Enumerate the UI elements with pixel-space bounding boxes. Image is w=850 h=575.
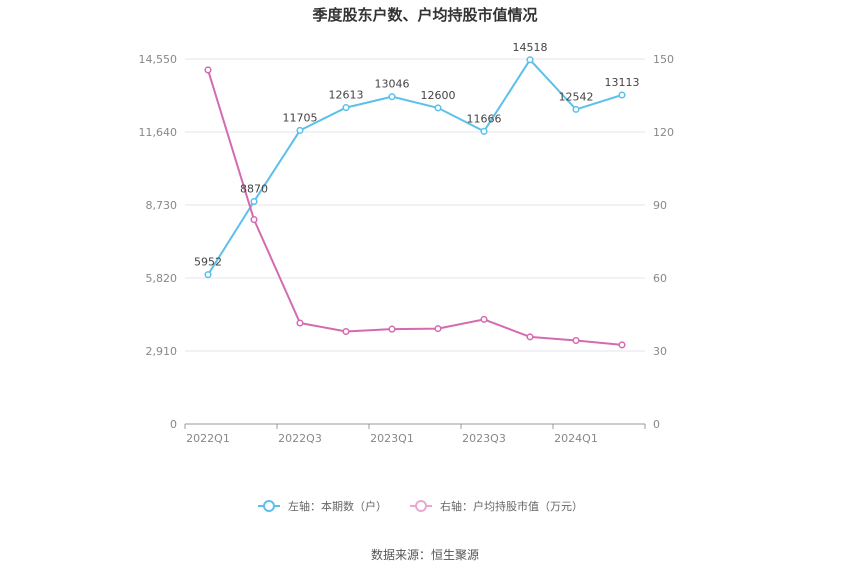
series-1-point [204, 271, 212, 279]
legend[interactable]: 左轴：本期数（户） 右轴：户均持股市值（万元） [258, 499, 583, 513]
series-2-point [342, 327, 350, 336]
series-1-point [572, 105, 580, 113]
y-left-tick-label: 14,550 [139, 53, 178, 66]
y-left-tick-label: 2,910 [146, 345, 178, 358]
data-label: 8870 [240, 182, 268, 195]
y-right-tick-label: 150 [653, 53, 674, 66]
y-left-tick-label: 5,820 [146, 272, 178, 285]
series-line-1 [207, 58, 623, 276]
y-left-tick-label: 0 [170, 418, 177, 431]
series-2-point [618, 341, 626, 349]
data-label: 14518 [513, 41, 548, 54]
data-label: 12542 [559, 90, 594, 103]
source-note: 数据来源：恒生聚源 [371, 547, 479, 562]
series-2-point [572, 336, 580, 345]
y-right-tick-label: 30 [653, 345, 667, 358]
chart-title: 季度股东户数、户均持股市值情况 [312, 6, 537, 24]
data-label: 13113 [605, 76, 640, 89]
y-right-tick-label: 90 [653, 199, 667, 212]
x-tick-label: 2024Q1 [554, 432, 598, 445]
series-2-point [480, 315, 488, 323]
x-tick-label: 2023Q1 [370, 432, 414, 445]
data-label: 5952 [194, 256, 222, 269]
y-right-tick-label: 60 [653, 272, 667, 285]
data-label: 12600 [421, 89, 456, 102]
legend-label: 左轴：本期数（户） [288, 499, 387, 513]
series-2-point [250, 216, 258, 224]
data-label: 11705 [283, 111, 318, 124]
axes: 0 2,910 5,820 8,730 11,640 14,550 0 30 60 90 120 15… [139, 53, 675, 445]
y-left-tick-label: 8,730 [146, 199, 178, 212]
legend-label: 右轴：户均持股市值（万元） [440, 499, 583, 513]
x-tick-label: 2023Q3 [462, 432, 506, 445]
series-1-point [618, 91, 626, 99]
series-1-point [434, 104, 442, 112]
series-2-point [388, 325, 396, 333]
legend-item-2[interactable]: 右轴：户均持股市值（万元） [410, 499, 583, 513]
data-label: 12613 [329, 89, 364, 102]
series-2-point [204, 66, 212, 74]
y-left-tick-label: 11,640 [139, 126, 178, 139]
legend-item-1[interactable]: 左轴：本期数（户） [258, 499, 387, 513]
series-1-point [480, 127, 488, 135]
series-line-2 [207, 69, 623, 346]
x-tick-label: 2022Q1 [186, 432, 230, 445]
series-lines [207, 58, 623, 346]
series-1-point [342, 104, 350, 112]
legend-marker [415, 500, 427, 512]
data-labels: 5952 8870 11705 12613 13046 12600 11666 14518 12… [194, 41, 640, 269]
x-tick-label: 2022Q3 [278, 432, 322, 445]
data-label: 11666 [467, 112, 502, 125]
series-2-point [434, 325, 442, 333]
series-2-point [526, 333, 534, 341]
series-1-point [388, 93, 396, 101]
series-2-point [296, 319, 304, 327]
data-label: 13046 [375, 78, 410, 91]
series-1-point [526, 56, 534, 64]
series-1-point [250, 197, 258, 206]
y-right-tick-label: 0 [653, 418, 660, 431]
series-1-point [296, 126, 304, 134]
legend-marker [263, 500, 275, 512]
grid-lines [185, 58, 645, 352]
y-right-tick-label: 120 [653, 126, 674, 139]
data-points [204, 56, 626, 349]
